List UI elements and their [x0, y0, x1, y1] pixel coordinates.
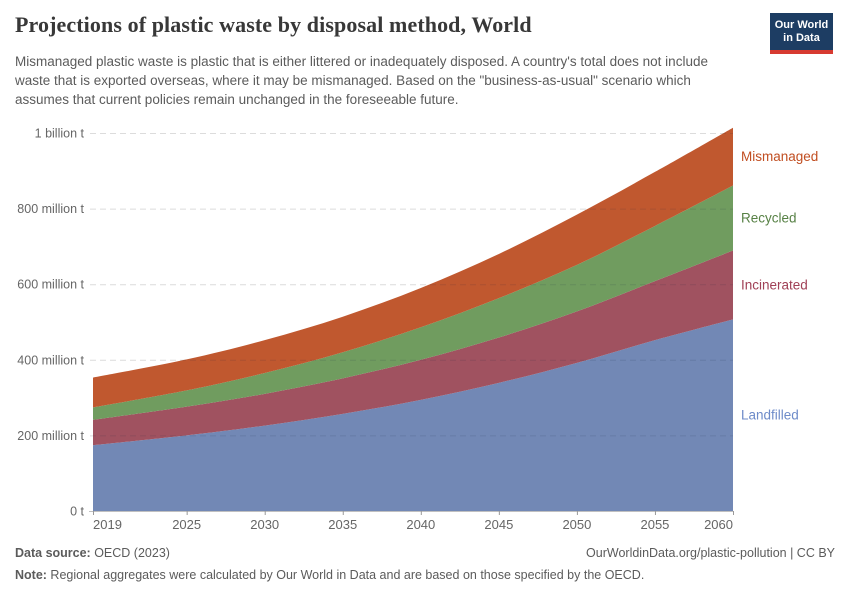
- legend-label-landfilled[interactable]: Landfilled: [741, 408, 799, 423]
- legend-label-mismanaged[interactable]: Mismanaged: [741, 149, 818, 164]
- legend: Landfilled Incinerated Recycled Mismanaged: [741, 149, 818, 423]
- y-tick-label-800: 800 million t: [17, 202, 84, 216]
- legend-label-incinerated[interactable]: Incinerated: [741, 277, 808, 292]
- owid-url-link[interactable]: OurWorldinData.org/plastic-pollution | C…: [586, 546, 835, 560]
- page-title: Projections of plastic waste by disposal…: [15, 12, 532, 37]
- x-tick-label-2060: 2060: [704, 517, 733, 532]
- x-tick-label-2040: 2040: [406, 517, 435, 532]
- stacked-areas: [93, 127, 733, 511]
- x-tick-label-2030: 2030: [250, 517, 279, 532]
- x-tick-label-2050: 2050: [562, 517, 591, 532]
- owid-logo-line1: Our World: [774, 19, 829, 31]
- y-axis-labels: 0 t 200 million t 400 million t 600 million…: [17, 127, 84, 519]
- footnote-value: Regional aggregates were calculated by O…: [46, 568, 645, 582]
- footnote: Note: Regional aggregates were calculate…: [15, 568, 835, 582]
- owid-logo-line2: in Data: [783, 32, 820, 44]
- y-tick-label-200: 200 million t: [17, 429, 84, 443]
- area-landfilled[interactable]: [93, 319, 733, 511]
- area-incinerated[interactable]: [93, 250, 733, 446]
- x-tick-label-2019: 2019: [93, 517, 122, 532]
- x-tick-label-2055: 2055: [640, 517, 669, 532]
- y-tick-label-1000: 1 billion t: [35, 127, 85, 141]
- y-tick-label-0: 0 t: [70, 505, 84, 519]
- y-tick-label-600: 600 million t: [17, 278, 84, 292]
- area-recycled[interactable]: [93, 185, 733, 420]
- legend-label-recycled[interactable]: Recycled: [741, 211, 797, 226]
- data-source-label: Data source:: [15, 546, 91, 560]
- x-axis: 2019 2025 2030 2035 2040 2045 2050 2055 2060: [89, 511, 734, 532]
- x-tick-label-2045: 2045: [484, 517, 513, 532]
- data-source-value: OECD (2023): [90, 546, 170, 560]
- footnote-label: Note:: [15, 568, 47, 582]
- data-source: Data source: OECD (2023): [15, 546, 170, 560]
- chart-subtitle: Mismanaged plastic waste is plastic that…: [15, 54, 708, 107]
- x-tick-label-2035: 2035: [328, 517, 357, 532]
- owid-logo[interactable]: Our World in Data: [770, 13, 833, 54]
- x-tick-label-2025: 2025: [172, 517, 201, 532]
- stacked-area-chart[interactable]: 2019 2025 2030 2035 2040 2045 2050 2055 2060 0 t 2…: [0, 112, 850, 552]
- chart-footer: Data source: OECD (2023) OurWorldinData.…: [15, 546, 835, 582]
- area-mismanaged[interactable]: [93, 127, 733, 408]
- y-tick-label-400: 400 million t: [17, 353, 84, 367]
